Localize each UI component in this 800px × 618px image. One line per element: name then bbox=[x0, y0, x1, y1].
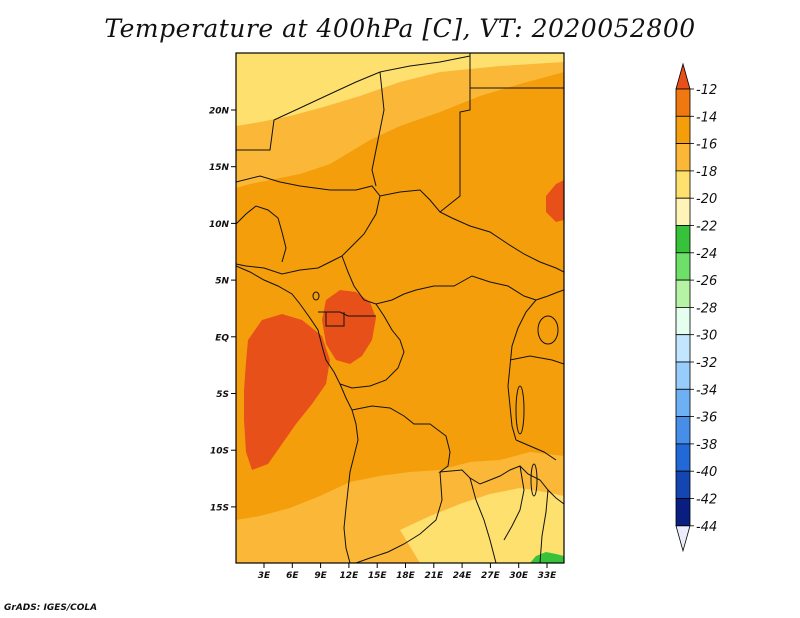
colorbar-label: -22 bbox=[696, 220, 717, 235]
lat-tick-label: 5S bbox=[216, 390, 229, 400]
colorbar-label: -14 bbox=[696, 110, 717, 125]
lat-tick-label: 10S bbox=[210, 447, 229, 457]
colorbar-swatch bbox=[675, 334, 691, 363]
lon-tick-label: 6E bbox=[286, 571, 299, 581]
lat-tick-label: EQ bbox=[215, 333, 229, 343]
lon-tick-label: 3E bbox=[258, 571, 271, 581]
lon-tick-label: 21E bbox=[424, 571, 444, 581]
colorbar-label: -26 bbox=[696, 274, 717, 289]
zone-warm-east bbox=[546, 180, 564, 222]
zone-north-lighter bbox=[236, 53, 564, 126]
longitude-axis: 3E 6E 9E 12E 15E 18E 21E 24E 27E 30E 33E bbox=[258, 563, 557, 581]
colorbar-swatch bbox=[675, 279, 691, 308]
map-frame bbox=[235, 52, 565, 564]
colorbar-label: -34 bbox=[696, 383, 717, 398]
lon-tick-label: 30E bbox=[509, 571, 529, 581]
lon-tick-label: 27E bbox=[481, 571, 501, 581]
colorbar-label: -16 bbox=[696, 138, 717, 153]
colorbar-label: -30 bbox=[696, 329, 717, 344]
colorbar-swatch bbox=[675, 416, 691, 445]
colorbar-swatch bbox=[675, 252, 691, 281]
latitude-axis: 20N 15N 10N 5N EQ 5S 10S 15S bbox=[209, 107, 236, 513]
lon-tick-label: 15E bbox=[368, 571, 388, 581]
lat-tick-label: 5N bbox=[215, 277, 229, 287]
zone-south-lighter bbox=[400, 488, 564, 563]
colorbar-label: -40 bbox=[696, 465, 717, 480]
map-title: Temperature at 400hPa [C], VT: 202005280… bbox=[104, 14, 696, 43]
lakes bbox=[312, 291, 559, 497]
colorbar-swatch bbox=[675, 361, 691, 390]
lat-tick-label: 20N bbox=[209, 107, 230, 117]
lon-tick-label: 9E bbox=[314, 571, 327, 581]
colorbar-swatch bbox=[675, 388, 691, 417]
colorbar-swatch bbox=[675, 197, 691, 226]
colorbar-swatch bbox=[675, 498, 691, 527]
country-borders bbox=[236, 53, 564, 563]
colorbar-label: -20 bbox=[696, 192, 717, 207]
colorbar-label: -24 bbox=[696, 247, 717, 262]
colorbar-swatch bbox=[675, 470, 691, 499]
temperature-fill bbox=[236, 53, 564, 563]
lon-tick-label: 33E bbox=[538, 571, 558, 581]
colorbar-label: -12 bbox=[696, 83, 717, 98]
lat-tick-label: 15S bbox=[210, 503, 229, 513]
zone-warm-central bbox=[322, 290, 376, 364]
colorbar-swatch bbox=[675, 88, 691, 117]
lon-tick-label: 18E bbox=[396, 571, 416, 581]
lat-tick-label: 15N bbox=[209, 163, 230, 173]
colorbar-swatch bbox=[675, 225, 691, 254]
colorbar-label: -44 bbox=[696, 520, 717, 535]
colorbar-label: -38 bbox=[696, 438, 717, 453]
lat-tick-label: 10N bbox=[209, 220, 230, 230]
colorbar-bottom-arrow bbox=[675, 525, 691, 553]
colorbar-top-arrow bbox=[675, 62, 691, 90]
colorbar-swatch bbox=[675, 443, 691, 472]
zone-warm-west bbox=[244, 314, 330, 470]
colorbar-label: -42 bbox=[696, 493, 717, 508]
zone-green-patch bbox=[530, 552, 564, 563]
lon-tick-label: 24E bbox=[453, 571, 473, 581]
colorbar-swatch bbox=[675, 170, 691, 199]
colorbar-label: -18 bbox=[696, 165, 717, 180]
colorbar-label: -28 bbox=[696, 301, 717, 316]
grads-credit: GrADS: IGES/COLA bbox=[4, 603, 98, 613]
colorbar: -12 -14 -16 -18 -20 -22 -24 -26 -28 -30 -32 -34 -36 -… bbox=[675, 62, 717, 553]
colorbar-swatch bbox=[675, 306, 691, 336]
lon-tick-label: 12E bbox=[340, 571, 360, 581]
colorbar-label: -36 bbox=[696, 411, 717, 426]
colorbar-label: -32 bbox=[696, 356, 717, 371]
colorbar-swatch bbox=[675, 115, 691, 145]
colorbar-swatch bbox=[675, 143, 691, 172]
